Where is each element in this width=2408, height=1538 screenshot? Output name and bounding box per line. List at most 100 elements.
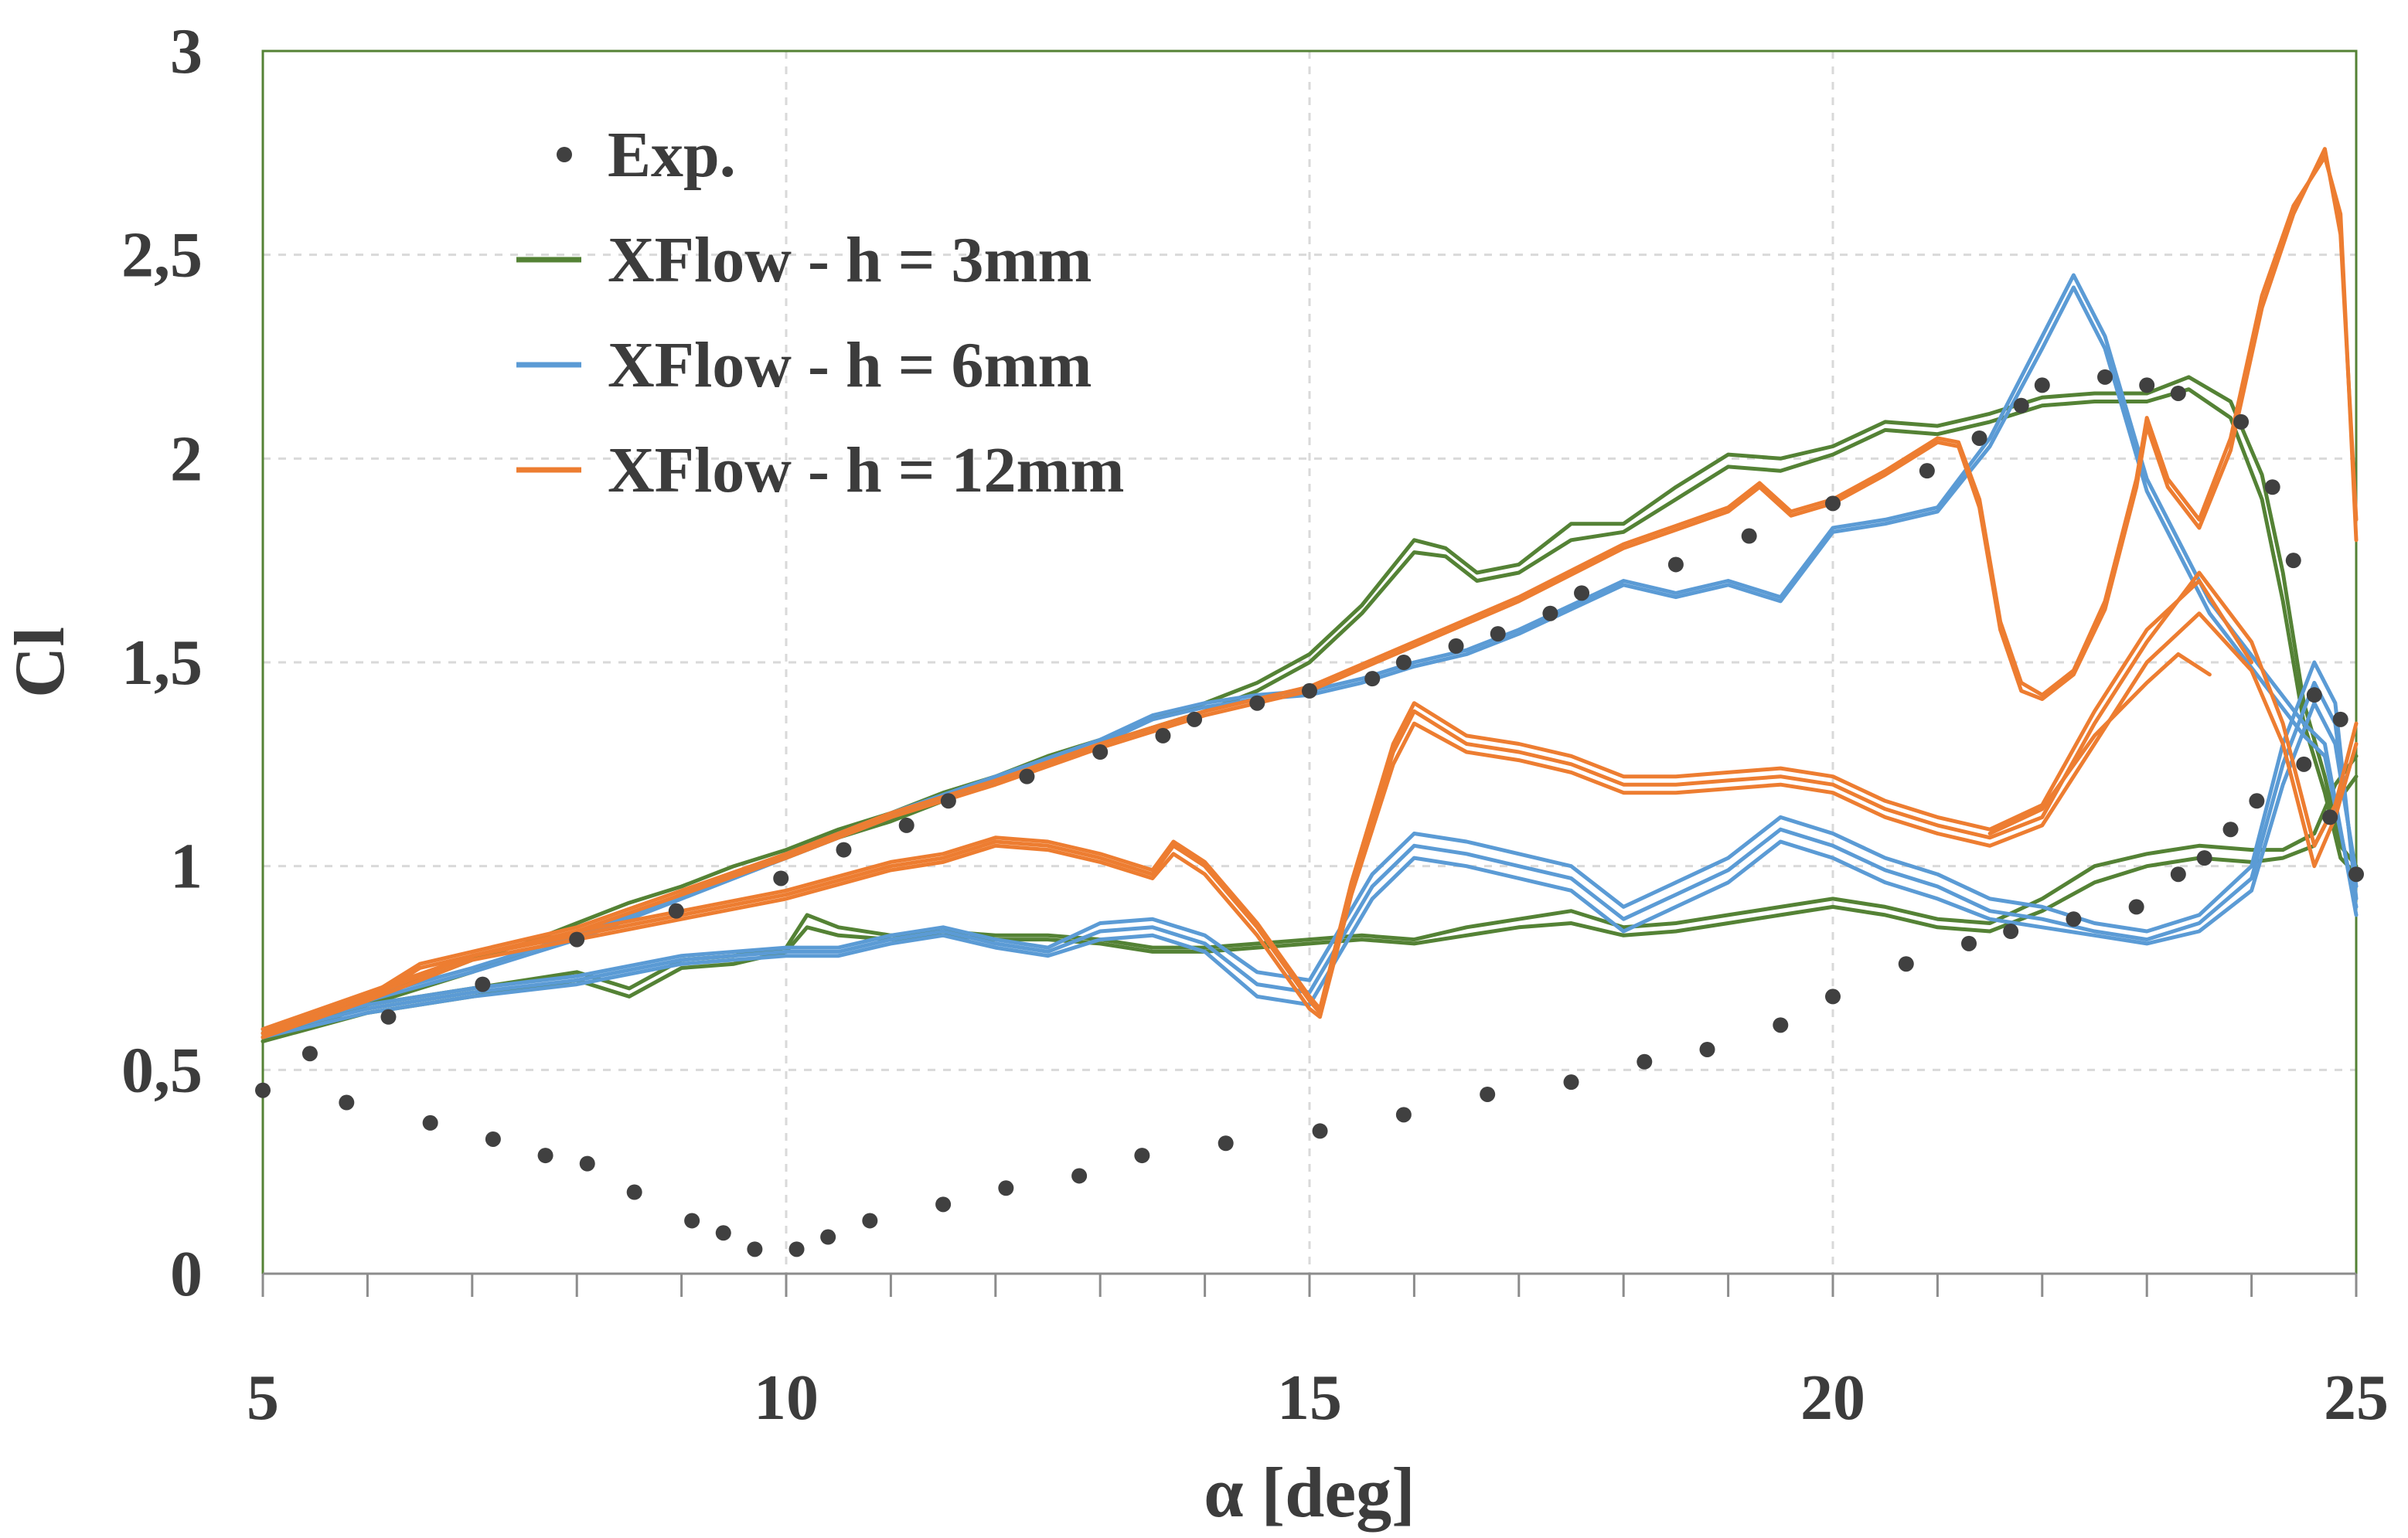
exp-data-point — [380, 1009, 397, 1025]
legend-label: XFlow - h = 3mm — [608, 224, 1092, 296]
series-line-xflow-h-12mm — [261, 570, 2359, 1036]
x-tick-label: 5 — [247, 1362, 279, 1434]
exp-data-point — [1741, 528, 1757, 544]
exp-data-point — [1898, 956, 1914, 972]
exp-data-point — [1302, 682, 1317, 699]
x-tick-labels: 5 10 15 20 25 — [247, 1362, 2389, 1434]
exp-data-point — [422, 1114, 438, 1131]
exp-data-point — [862, 1213, 878, 1229]
exp-data-point — [2296, 756, 2312, 772]
exp-data-point — [569, 931, 585, 948]
series-line-xflow-h-12mm — [261, 611, 2359, 1040]
y-tick-label: 0,5 — [121, 1034, 203, 1106]
x-axis-title: α [deg] — [1204, 1453, 1415, 1532]
exp-data-point — [1773, 1017, 1789, 1033]
exp-data-point — [2034, 377, 2050, 393]
exp-data-point — [1563, 1074, 1579, 1091]
series-line-xflow-h-6mm — [261, 680, 2359, 1036]
exp-data-point — [2306, 687, 2322, 703]
exp-data-point — [579, 1155, 595, 1172]
legend-item-xflow-h-3mm: XFlow - h = 3mm — [516, 224, 1092, 296]
exp-data-point — [1395, 655, 1412, 670]
series-line-xflow-h-6mm — [261, 701, 2359, 1040]
exp-data-point — [2249, 793, 2265, 809]
y-tick-label: 1,5 — [121, 627, 203, 699]
legend-item-exp: Exp. — [557, 119, 736, 191]
exp-data-point — [1919, 463, 1935, 479]
series-line-xflow-h-12mm — [261, 579, 2254, 1032]
exp-data-point — [301, 1046, 318, 1062]
exp-data-point — [935, 1196, 952, 1213]
series-line-xflow-h-3mm — [261, 375, 2359, 1036]
series-xflow-h-12mm — [261, 147, 2359, 1040]
exp-data-point — [2097, 369, 2113, 385]
exp-data-point — [339, 1094, 355, 1111]
exp-data-point — [2170, 385, 2186, 401]
exp-data-point — [1312, 1123, 1328, 1139]
exp-data-point — [537, 1148, 553, 1164]
y-tick-labels: 0 0,5 1 1,5 2 2,5 3 — [121, 15, 203, 1310]
legend-label: XFlow - h = 6mm — [608, 329, 1092, 401]
exp-data-point — [2322, 809, 2338, 825]
exp-data-point — [1961, 935, 1977, 951]
y-tick-label: 2,5 — [121, 219, 203, 291]
exp-data-point — [2013, 397, 2029, 413]
exp-data-point — [1364, 671, 1381, 687]
exp-data-point — [998, 1180, 1014, 1196]
exp-data-point — [684, 1213, 700, 1229]
exp-data-point — [485, 1131, 501, 1147]
exp-data-point — [788, 1241, 805, 1257]
exp-data-point — [747, 1241, 763, 1257]
series-exp — [255, 369, 2364, 1257]
exp-data-point — [2348, 866, 2364, 883]
x-tick-label: 20 — [1800, 1362, 1865, 1434]
exp-data-point — [1071, 1168, 1088, 1184]
exp-data-point — [1218, 1135, 1234, 1152]
exp-data-point — [2003, 924, 2019, 940]
x-tick-label: 25 — [2324, 1362, 2389, 1434]
legend-label: XFlow - h = 12mm — [608, 434, 1124, 506]
exp-data-point — [1155, 727, 1171, 743]
exp-data-point — [1825, 988, 1841, 1005]
legend-marker-dot — [557, 147, 572, 162]
exp-data-point — [2170, 866, 2186, 883]
exp-data-point — [2066, 911, 2082, 927]
exp-data-point — [1187, 711, 1203, 727]
exp-data-point — [1825, 495, 1841, 512]
x-tick-label: 10 — [754, 1362, 819, 1434]
series-line-xflow-h-12mm — [261, 155, 2359, 1036]
exp-data-point — [1574, 585, 1590, 601]
exp-data-point — [2222, 822, 2239, 838]
exp-data-point — [1542, 605, 1558, 621]
y-tick-label: 3 — [170, 15, 203, 87]
y-tick-label: 1 — [170, 831, 203, 903]
exp-data-point — [2233, 413, 2250, 430]
exp-data-point — [1667, 556, 1684, 573]
exp-data-point — [1490, 626, 1506, 642]
axes — [261, 1272, 2358, 1297]
exp-data-point — [668, 903, 684, 919]
y-tick-label: 2 — [170, 423, 203, 495]
exp-data-point — [715, 1225, 731, 1241]
exp-data-point — [898, 817, 914, 833]
exp-data-point — [2332, 711, 2348, 727]
exp-data-point — [1019, 768, 1035, 784]
series-line-xflow-h-12mm — [261, 147, 2359, 1040]
legend-label: Exp. — [608, 119, 736, 191]
exp-data-point — [1134, 1148, 1150, 1164]
exp-data-point — [2139, 377, 2155, 393]
exp-data-point — [1092, 744, 1109, 760]
exp-data-point — [820, 1229, 836, 1245]
series-layer — [255, 147, 2364, 1257]
exp-data-point — [2264, 479, 2280, 495]
exp-data-point — [940, 793, 956, 809]
y-tick-label: 0 — [170, 1238, 203, 1310]
exp-data-point — [1395, 1107, 1412, 1123]
exp-data-point — [1699, 1041, 1715, 1057]
exp-data-point — [1448, 638, 1464, 654]
exp-data-point — [2196, 850, 2212, 866]
exp-data-point — [836, 842, 852, 858]
exp-data-point — [1971, 430, 1987, 446]
exp-data-point — [1480, 1086, 1496, 1102]
